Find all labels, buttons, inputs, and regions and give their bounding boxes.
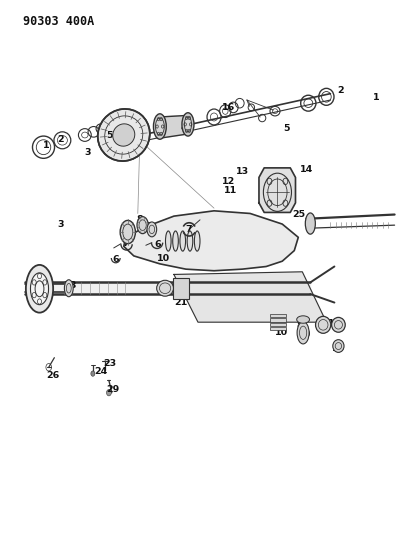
Ellipse shape xyxy=(332,317,345,332)
Text: 24: 24 xyxy=(94,367,107,376)
Polygon shape xyxy=(174,272,326,322)
Ellipse shape xyxy=(64,280,73,297)
Text: 14: 14 xyxy=(300,166,313,174)
Text: 4: 4 xyxy=(181,123,187,132)
Ellipse shape xyxy=(30,273,48,305)
Bar xyxy=(270,318,286,321)
Text: 2: 2 xyxy=(57,135,64,144)
Ellipse shape xyxy=(187,231,193,251)
Text: 6: 6 xyxy=(112,255,119,264)
Ellipse shape xyxy=(180,231,185,251)
Ellipse shape xyxy=(194,231,200,251)
Text: 3: 3 xyxy=(84,148,91,157)
Text: 21: 21 xyxy=(175,298,188,307)
Text: 8: 8 xyxy=(296,321,303,330)
Ellipse shape xyxy=(154,114,166,139)
Polygon shape xyxy=(124,211,298,271)
Bar xyxy=(270,327,286,330)
Text: 7: 7 xyxy=(122,239,129,248)
Text: 9: 9 xyxy=(146,222,152,231)
Ellipse shape xyxy=(297,321,309,344)
Bar xyxy=(173,278,189,300)
Ellipse shape xyxy=(157,280,173,296)
Ellipse shape xyxy=(113,124,135,146)
Ellipse shape xyxy=(316,317,331,333)
Ellipse shape xyxy=(120,220,135,244)
Ellipse shape xyxy=(166,231,171,251)
Circle shape xyxy=(91,371,95,376)
Bar xyxy=(270,322,286,326)
Text: 15: 15 xyxy=(332,344,345,353)
Text: 1: 1 xyxy=(373,93,380,102)
Text: 9: 9 xyxy=(304,330,310,339)
Text: 5: 5 xyxy=(107,131,113,140)
Ellipse shape xyxy=(184,117,191,132)
Text: 3: 3 xyxy=(57,220,64,229)
Ellipse shape xyxy=(156,118,164,135)
Ellipse shape xyxy=(98,109,150,161)
Text: 90303 400A: 90303 400A xyxy=(23,14,95,28)
Text: 8: 8 xyxy=(137,215,143,224)
Ellipse shape xyxy=(147,222,157,237)
Ellipse shape xyxy=(333,340,344,352)
Text: 6: 6 xyxy=(155,240,161,249)
Text: 26: 26 xyxy=(46,370,59,379)
Ellipse shape xyxy=(26,265,53,313)
Text: 7: 7 xyxy=(186,225,192,234)
Ellipse shape xyxy=(182,113,194,136)
Text: 23: 23 xyxy=(103,359,116,367)
Polygon shape xyxy=(259,168,295,213)
Text: 1: 1 xyxy=(43,141,50,150)
Text: 16: 16 xyxy=(221,103,235,112)
Ellipse shape xyxy=(305,213,316,234)
Text: 5: 5 xyxy=(283,124,290,133)
Text: 19: 19 xyxy=(328,319,341,328)
Polygon shape xyxy=(160,115,188,138)
Text: 27: 27 xyxy=(30,286,43,295)
Text: 12: 12 xyxy=(221,177,235,186)
Text: 13: 13 xyxy=(236,166,249,175)
Ellipse shape xyxy=(173,231,178,251)
Text: 28: 28 xyxy=(63,280,76,289)
Text: 10: 10 xyxy=(275,328,288,337)
Bar xyxy=(270,314,286,317)
Circle shape xyxy=(107,390,112,396)
Text: 25: 25 xyxy=(292,210,306,219)
Ellipse shape xyxy=(297,316,309,323)
Text: 29: 29 xyxy=(106,385,120,394)
Ellipse shape xyxy=(137,216,148,233)
Text: 2: 2 xyxy=(337,86,344,95)
Text: 10: 10 xyxy=(157,254,170,263)
Text: 11: 11 xyxy=(224,186,238,195)
